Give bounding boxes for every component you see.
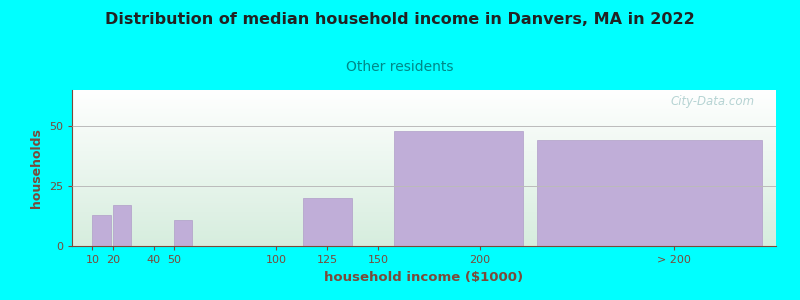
Bar bbox=[174, 220, 192, 246]
Bar bbox=[394, 131, 523, 246]
Bar bbox=[93, 215, 110, 246]
Text: Distribution of median household income in Danvers, MA in 2022: Distribution of median household income … bbox=[105, 12, 695, 27]
Bar bbox=[538, 140, 762, 246]
Text: Other residents: Other residents bbox=[346, 60, 454, 74]
Text: City-Data.com: City-Data.com bbox=[670, 95, 755, 108]
X-axis label: household income ($1000): household income ($1000) bbox=[325, 271, 523, 284]
Y-axis label: households: households bbox=[30, 128, 43, 208]
Bar bbox=[302, 198, 351, 246]
Bar bbox=[113, 205, 131, 246]
